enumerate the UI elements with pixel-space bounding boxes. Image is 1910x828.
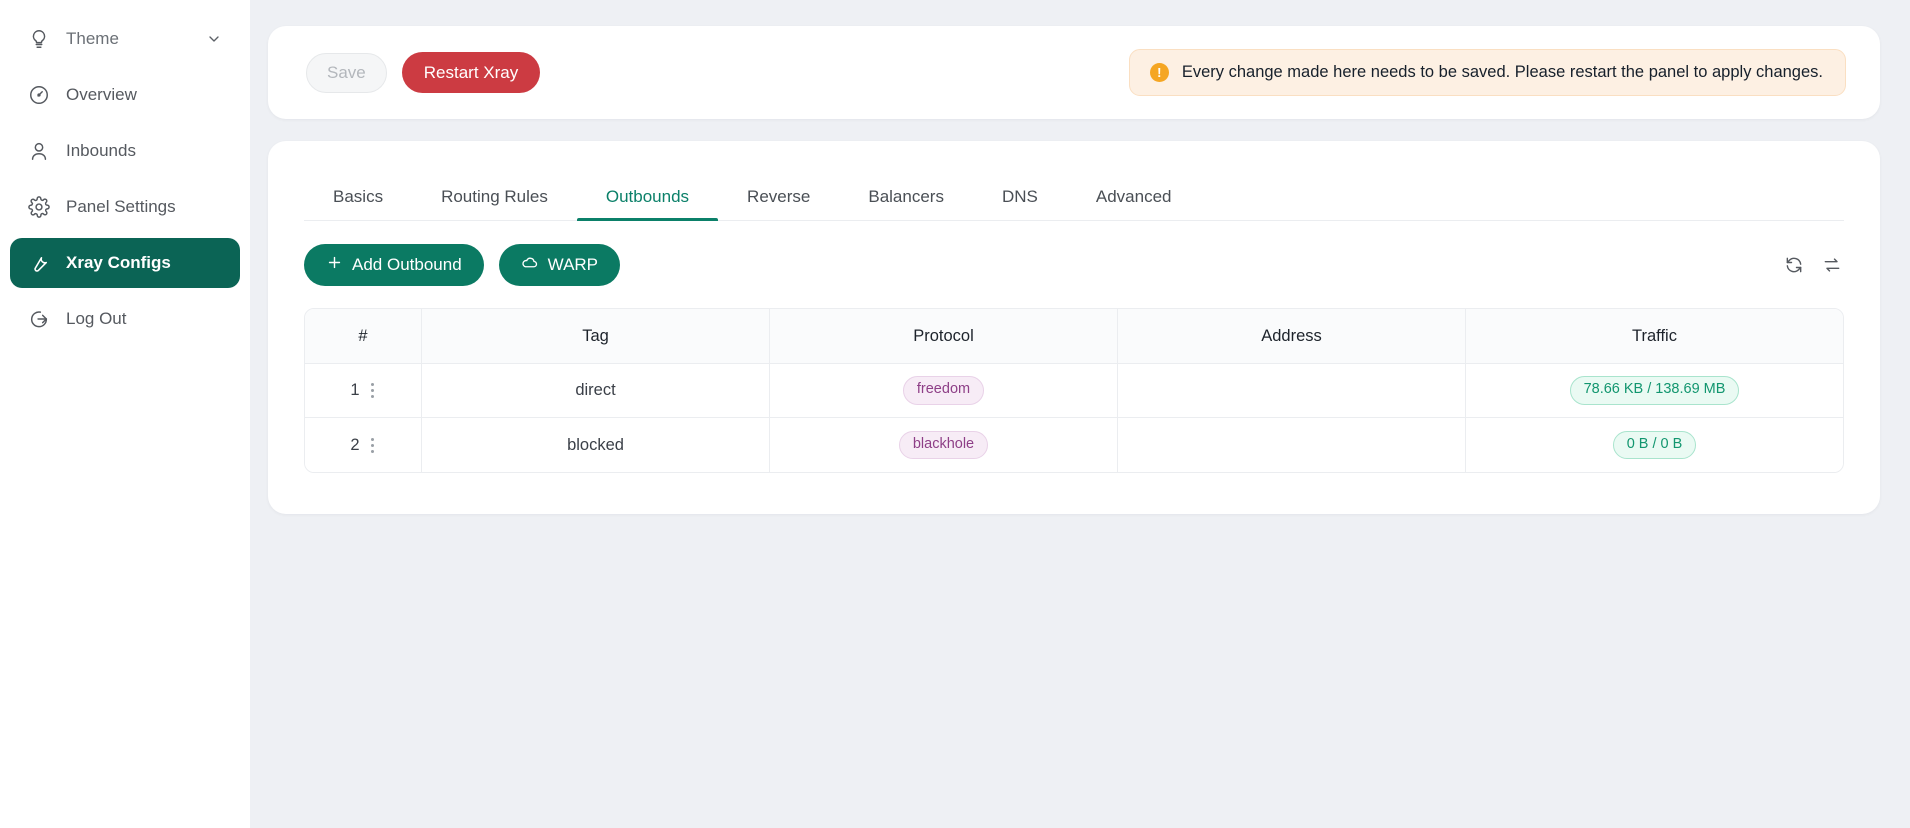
table-tools: [1784, 255, 1844, 275]
column-header-index: #: [305, 309, 422, 364]
wrench-icon: [28, 252, 50, 274]
tab-outbounds[interactable]: Outbounds: [576, 188, 719, 221]
sidebar-item-overview[interactable]: Overview: [10, 70, 240, 120]
row-tag: direct: [422, 364, 770, 418]
add-outbound-label: Add Outbound: [352, 255, 462, 274]
sidebar-item-log-out[interactable]: Log Out: [10, 294, 240, 344]
row-address: [1118, 364, 1466, 418]
outbounds-toolbar: Add Outbound WARP: [304, 244, 1844, 286]
lightbulb-icon: [28, 28, 50, 50]
config-tabs: Basics Routing Rules Outbounds Reverse B…: [304, 163, 1844, 221]
swap-icon[interactable]: [1822, 255, 1842, 275]
xray-configs-panel: Basics Routing Rules Outbounds Reverse B…: [268, 141, 1880, 514]
row-index: 1: [350, 381, 360, 399]
protocol-badge: freedom: [902, 376, 985, 405]
column-header-tag: Tag: [422, 309, 770, 364]
exclamation-icon: !: [1149, 63, 1169, 82]
table-row[interactable]: 2 blocked blackhole 0 B / 0 B: [305, 418, 1843, 472]
row-tag: blocked: [422, 418, 770, 472]
tab-basics[interactable]: Basics: [333, 187, 384, 206]
row-protocol: freedom: [770, 364, 1118, 418]
traffic-badge: 78.66 KB / 138.69 MB: [1569, 376, 1740, 405]
row-address: [1118, 418, 1466, 472]
column-header-protocol: Protocol: [770, 309, 1118, 364]
save-notice-banner: ! Every change made here needs to be sav…: [1128, 49, 1846, 96]
cloud-icon: [521, 254, 539, 277]
action-bar-card: Save Restart Xray ! Every change made he…: [268, 26, 1880, 119]
row-menu-icon[interactable]: [369, 381, 376, 400]
sidebar-item-theme[interactable]: Theme: [10, 14, 240, 64]
table-row[interactable]: 1 direct freedom 78.66 KB / 138.69 MB: [305, 364, 1843, 418]
save-button[interactable]: Save: [306, 52, 387, 93]
plus-icon: [326, 254, 343, 276]
sidebar-item-label: Panel Settings: [66, 197, 176, 216]
table-body: 1 direct freedom 78.66 KB / 138.69 MB: [305, 364, 1843, 472]
table-header-row: # Tag Protocol Address Traffic: [305, 309, 1843, 364]
sidebar-item-inbounds[interactable]: Inbounds: [10, 126, 240, 176]
tab-dns[interactable]: DNS: [1001, 187, 1038, 206]
sidebar-item-panel-settings[interactable]: Panel Settings: [10, 182, 240, 232]
protocol-badge: blackhole: [898, 430, 989, 460]
row-menu-icon[interactable]: [369, 436, 376, 455]
chevron-down-icon[interactable]: [206, 31, 222, 47]
column-header-traffic: Traffic: [1466, 309, 1843, 364]
sidebar-item-label: Inbounds: [66, 141, 136, 160]
row-protocol: blackhole: [770, 418, 1118, 472]
sidebar: Theme Overview Inbounds: [0, 0, 250, 828]
row-index: 2: [350, 435, 360, 454]
table-header: # Tag Protocol Address Traffic: [305, 309, 1843, 364]
sidebar-item-xray-configs[interactable]: Xray Configs: [10, 238, 240, 288]
row-index-cell: 1: [305, 364, 422, 418]
user-icon: [28, 140, 50, 162]
row-index-cell: 2: [305, 418, 422, 472]
tab-balancers[interactable]: Balancers: [868, 187, 944, 206]
row-traffic: 78.66 KB / 138.69 MB: [1466, 364, 1843, 418]
outbounds-table: # Tag Protocol Address Traffic 1: [304, 308, 1844, 473]
warp-label: WARP: [547, 255, 599, 274]
content-area: Save Restart Xray ! Every change made he…: [250, 0, 1910, 828]
tab-advanced[interactable]: Advanced: [1095, 187, 1172, 206]
warp-button[interactable]: WARP: [498, 244, 621, 286]
sidebar-item-label: Overview: [66, 85, 137, 104]
add-outbound-button[interactable]: Add Outbound: [304, 244, 484, 286]
sidebar-item-label: Theme: [66, 29, 119, 48]
save-notice-text: Every change made here needs to be saved…: [1181, 63, 1823, 81]
logout-icon: [28, 308, 50, 330]
sidebar-item-label: Xray Configs: [66, 253, 171, 272]
sidebar-item-label: Log Out: [66, 309, 127, 328]
column-header-address: Address: [1118, 309, 1466, 364]
row-traffic: 0 B / 0 B: [1466, 418, 1843, 472]
traffic-badge: 0 B / 0 B: [1612, 430, 1697, 460]
restart-xray-button[interactable]: Restart Xray: [401, 52, 541, 93]
tab-routing-rules[interactable]: Routing Rules: [441, 187, 548, 206]
tab-reverse[interactable]: Reverse: [747, 187, 811, 206]
gear-icon: [28, 196, 50, 218]
refresh-icon[interactable]: [1784, 255, 1804, 275]
gauge-icon: [28, 84, 50, 106]
